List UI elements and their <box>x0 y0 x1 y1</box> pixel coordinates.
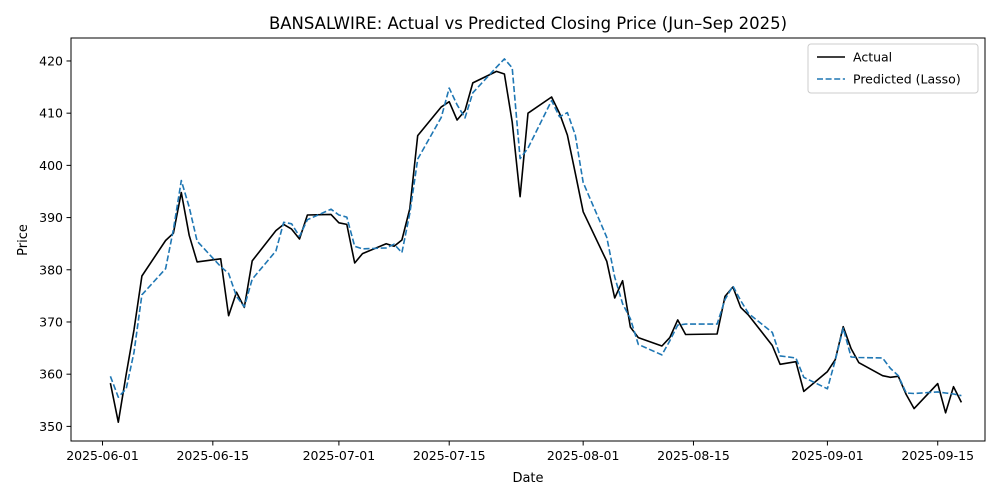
x-tick-label: 2025-08-01 <box>547 448 620 463</box>
axes-frame <box>70 37 986 442</box>
y-tick-label: 380 <box>39 262 63 277</box>
axes: 2025-06-01 2025-06-15 2025-07-01 2025-07-15… <box>39 37 986 463</box>
x-tick-label: 2025-08-15 <box>657 448 730 463</box>
x-tick-label: 2025-06-01 <box>66 448 139 463</box>
x-tick-label: 2025-09-01 <box>791 448 864 463</box>
x-tick-label: 2025-06-15 <box>176 448 249 463</box>
legend: Actual Predicted (Lasso) <box>807 43 979 94</box>
x-tick-label: 2025-07-15 <box>413 448 486 463</box>
predicted-price-line <box>109 58 962 399</box>
x-axis-label: Date <box>512 471 543 486</box>
x-tick-label: 2025-09-15 <box>901 448 974 463</box>
y-tick-label: 370 <box>39 314 63 329</box>
y-tick-label: 420 <box>39 53 63 68</box>
y-tick-label: 350 <box>39 419 63 434</box>
actual-price-line <box>109 70 963 424</box>
plot-area <box>109 58 963 424</box>
y-tick-label: 390 <box>39 210 63 225</box>
y-tick-label: 360 <box>39 367 63 382</box>
x-tick-label: 2025-07-01 <box>303 448 376 463</box>
chart-title: BANSALWIRE: Actual vs Predicted Closing … <box>269 14 787 33</box>
legend-box <box>807 43 979 94</box>
legend-label: Predicted (Lasso) <box>853 72 961 87</box>
y-tick-label: 410 <box>39 106 63 121</box>
y-axis-label: Price <box>16 224 31 256</box>
y-tick-label: 400 <box>39 158 63 173</box>
legend-label: Actual <box>853 50 892 65</box>
